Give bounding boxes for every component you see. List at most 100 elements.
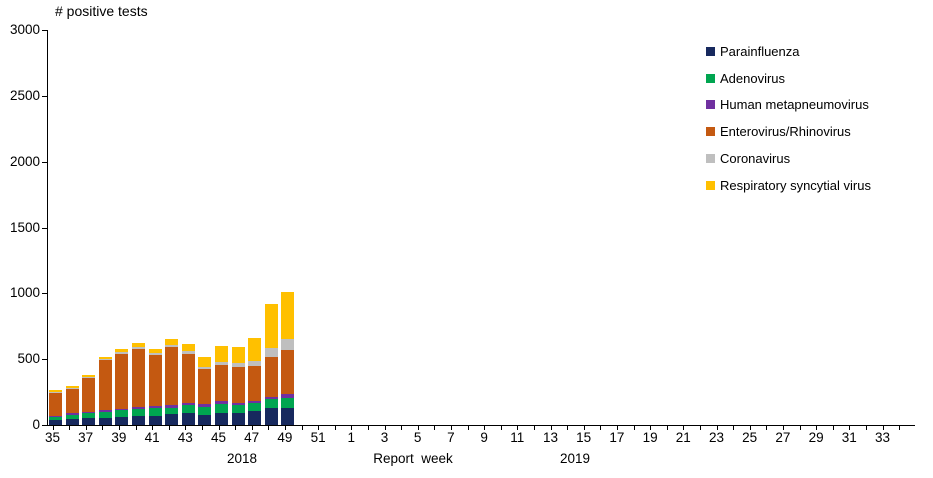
x-tick-mark	[550, 426, 552, 430]
x-tick-mark	[832, 426, 834, 430]
x-tick-mark	[384, 426, 386, 430]
bar-segment-enterovirus-rhinovirus-week-47	[248, 366, 262, 402]
bar-segment-human-metapneumovirus-week-35	[49, 415, 62, 418]
bar-segment-coronavirus-week-36	[65, 388, 79, 389]
legend-item-human-metapneumovirus: Human metapneumovirus	[706, 92, 871, 119]
x-tick-mark	[567, 426, 569, 430]
y-tick-label: 500	[17, 351, 40, 367]
x-tick-label: 19	[642, 430, 658, 445]
bar-segment-parainfluenza-week-49	[281, 407, 295, 425]
x-tick-mark	[334, 426, 336, 430]
x-tick-mark	[85, 426, 87, 430]
y-tick-label: 3000	[9, 22, 40, 37]
bar-segment-human-metapneumovirus-week-46	[231, 402, 245, 406]
legend-swatch-icon	[706, 100, 715, 110]
bar-segment-enterovirus-rhinovirus-week-35	[49, 392, 62, 416]
bar-segment-enterovirus-rhinovirus-week-42	[165, 347, 179, 406]
x-axis	[47, 425, 915, 426]
x-tick-mark	[650, 426, 652, 430]
bar-segment-respiratory-syncytial-virus-week-47	[248, 338, 262, 362]
x-tick-mark	[185, 426, 187, 430]
x-tick-mark	[500, 426, 502, 430]
x-tick-label: 7	[447, 430, 455, 445]
x-tick-label: 13	[542, 430, 559, 445]
bar-segment-adenovirus-week-49	[281, 397, 295, 408]
x-tick-label: 23	[708, 430, 725, 445]
x-tick-label: 25	[742, 430, 758, 445]
bar-segment-enterovirus-rhinovirus-week-36	[65, 388, 79, 414]
x-tick-label: 29	[808, 430, 824, 445]
x-tick-mark	[749, 426, 751, 430]
bar-segment-parainfluenza-week-43	[181, 412, 195, 425]
x-tick-mark	[251, 426, 253, 430]
x-tick-mark	[467, 426, 469, 430]
y-tick-label: 2500	[9, 87, 40, 103]
x-tick-label: 37	[78, 430, 94, 445]
bar-segment-enterovirus-rhinovirus-week-40	[132, 349, 145, 407]
legend-item-enterovirus-rhinovirus: Enterovirus/Rhinovirus	[706, 118, 871, 145]
bar-segment-enterovirus-rhinovirus-week-49	[281, 350, 295, 395]
bar-segment-adenovirus-week-45	[215, 403, 228, 413]
bar-segment-coronavirus-week-45	[215, 362, 228, 366]
y-tick-label: 1000	[9, 285, 40, 301]
bar-segment-human-metapneumovirus-week-39	[115, 408, 129, 411]
x-tick-mark	[201, 426, 203, 430]
x-tick-mark	[401, 426, 403, 430]
bar-segment-coronavirus-week-39	[115, 352, 129, 354]
bar-segment-enterovirus-rhinovirus-week-46	[231, 366, 245, 403]
y-tick-mark	[42, 30, 47, 31]
x-tick-mark	[633, 426, 635, 430]
bar-segment-coronavirus-week-37	[82, 377, 96, 379]
bar-segment-parainfluenza-week-42	[165, 414, 179, 425]
bar-segment-enterovirus-rhinovirus-week-45	[215, 365, 228, 402]
bar-segment-human-metapneumovirus-week-43	[181, 402, 195, 406]
chart-title: # positive tests	[55, 3, 148, 19]
x-tick-label: 47	[244, 430, 260, 445]
y-tick-mark	[42, 227, 47, 229]
bar-segment-respiratory-syncytial-virus-week-44	[198, 357, 212, 368]
bar-segment-adenovirus-week-39	[115, 410, 129, 418]
x-tick-mark	[816, 426, 818, 430]
x-axis-year-2018: 2018	[226, 451, 258, 466]
x-tick-label: 21	[675, 430, 691, 445]
bar-segment-parainfluenza-week-39	[115, 417, 129, 425]
bar-segment-respiratory-syncytial-virus-week-43	[181, 343, 195, 352]
x-tick-label: 35	[44, 430, 61, 445]
bar-segment-parainfluenza-week-46	[231, 412, 245, 425]
x-tick-mark	[284, 426, 286, 430]
bar-segment-respiratory-syncytial-virus-week-36	[65, 386, 79, 389]
y-axis	[47, 30, 48, 426]
x-tick-mark	[367, 426, 369, 430]
x-tick-label: 43	[177, 430, 193, 445]
bar-segment-enterovirus-rhinovirus-week-43	[181, 353, 195, 403]
bar-segment-parainfluenza-week-44	[198, 414, 212, 425]
bar-segment-parainfluenza-week-48	[264, 408, 278, 425]
bar-segment-adenovirus-week-40	[132, 408, 145, 417]
x-tick-mark	[218, 426, 220, 430]
bar-segment-respiratory-syncytial-virus-week-49	[281, 292, 295, 339]
x-tick-mark	[699, 426, 701, 430]
x-tick-label: 27	[775, 430, 791, 445]
bar-segment-adenovirus-week-44	[198, 406, 212, 415]
x-axis-year-2019: 2019	[559, 451, 591, 466]
bar-segment-parainfluenza-week-37	[82, 418, 96, 425]
x-tick-mark	[616, 426, 618, 430]
x-tick-label: 41	[144, 430, 160, 445]
x-tick-mark	[450, 426, 452, 430]
legend-label: Parainfluenza	[720, 43, 800, 59]
legend-label: Respiratory syncytial virus	[720, 177, 871, 193]
x-tick-mark	[102, 426, 104, 430]
legend-label: Adenovirus	[720, 70, 786, 86]
bar-segment-human-metapneumovirus-week-37	[82, 411, 96, 414]
bar-segment-human-metapneumovirus-week-44	[198, 404, 212, 407]
bar-segment-human-metapneumovirus-week-41	[148, 406, 162, 409]
bar-segment-enterovirus-rhinovirus-week-39	[115, 353, 129, 409]
legend-item-coronavirus: Coronavirus	[706, 145, 871, 172]
y-tick-mark	[42, 161, 47, 163]
bar-segment-enterovirus-rhinovirus-week-41	[148, 354, 162, 407]
bar-segment-coronavirus-week-42	[165, 344, 179, 348]
bar-segment-respiratory-syncytial-virus-week-38	[98, 356, 112, 360]
x-tick-mark	[766, 426, 768, 430]
x-tick-mark	[583, 426, 585, 430]
